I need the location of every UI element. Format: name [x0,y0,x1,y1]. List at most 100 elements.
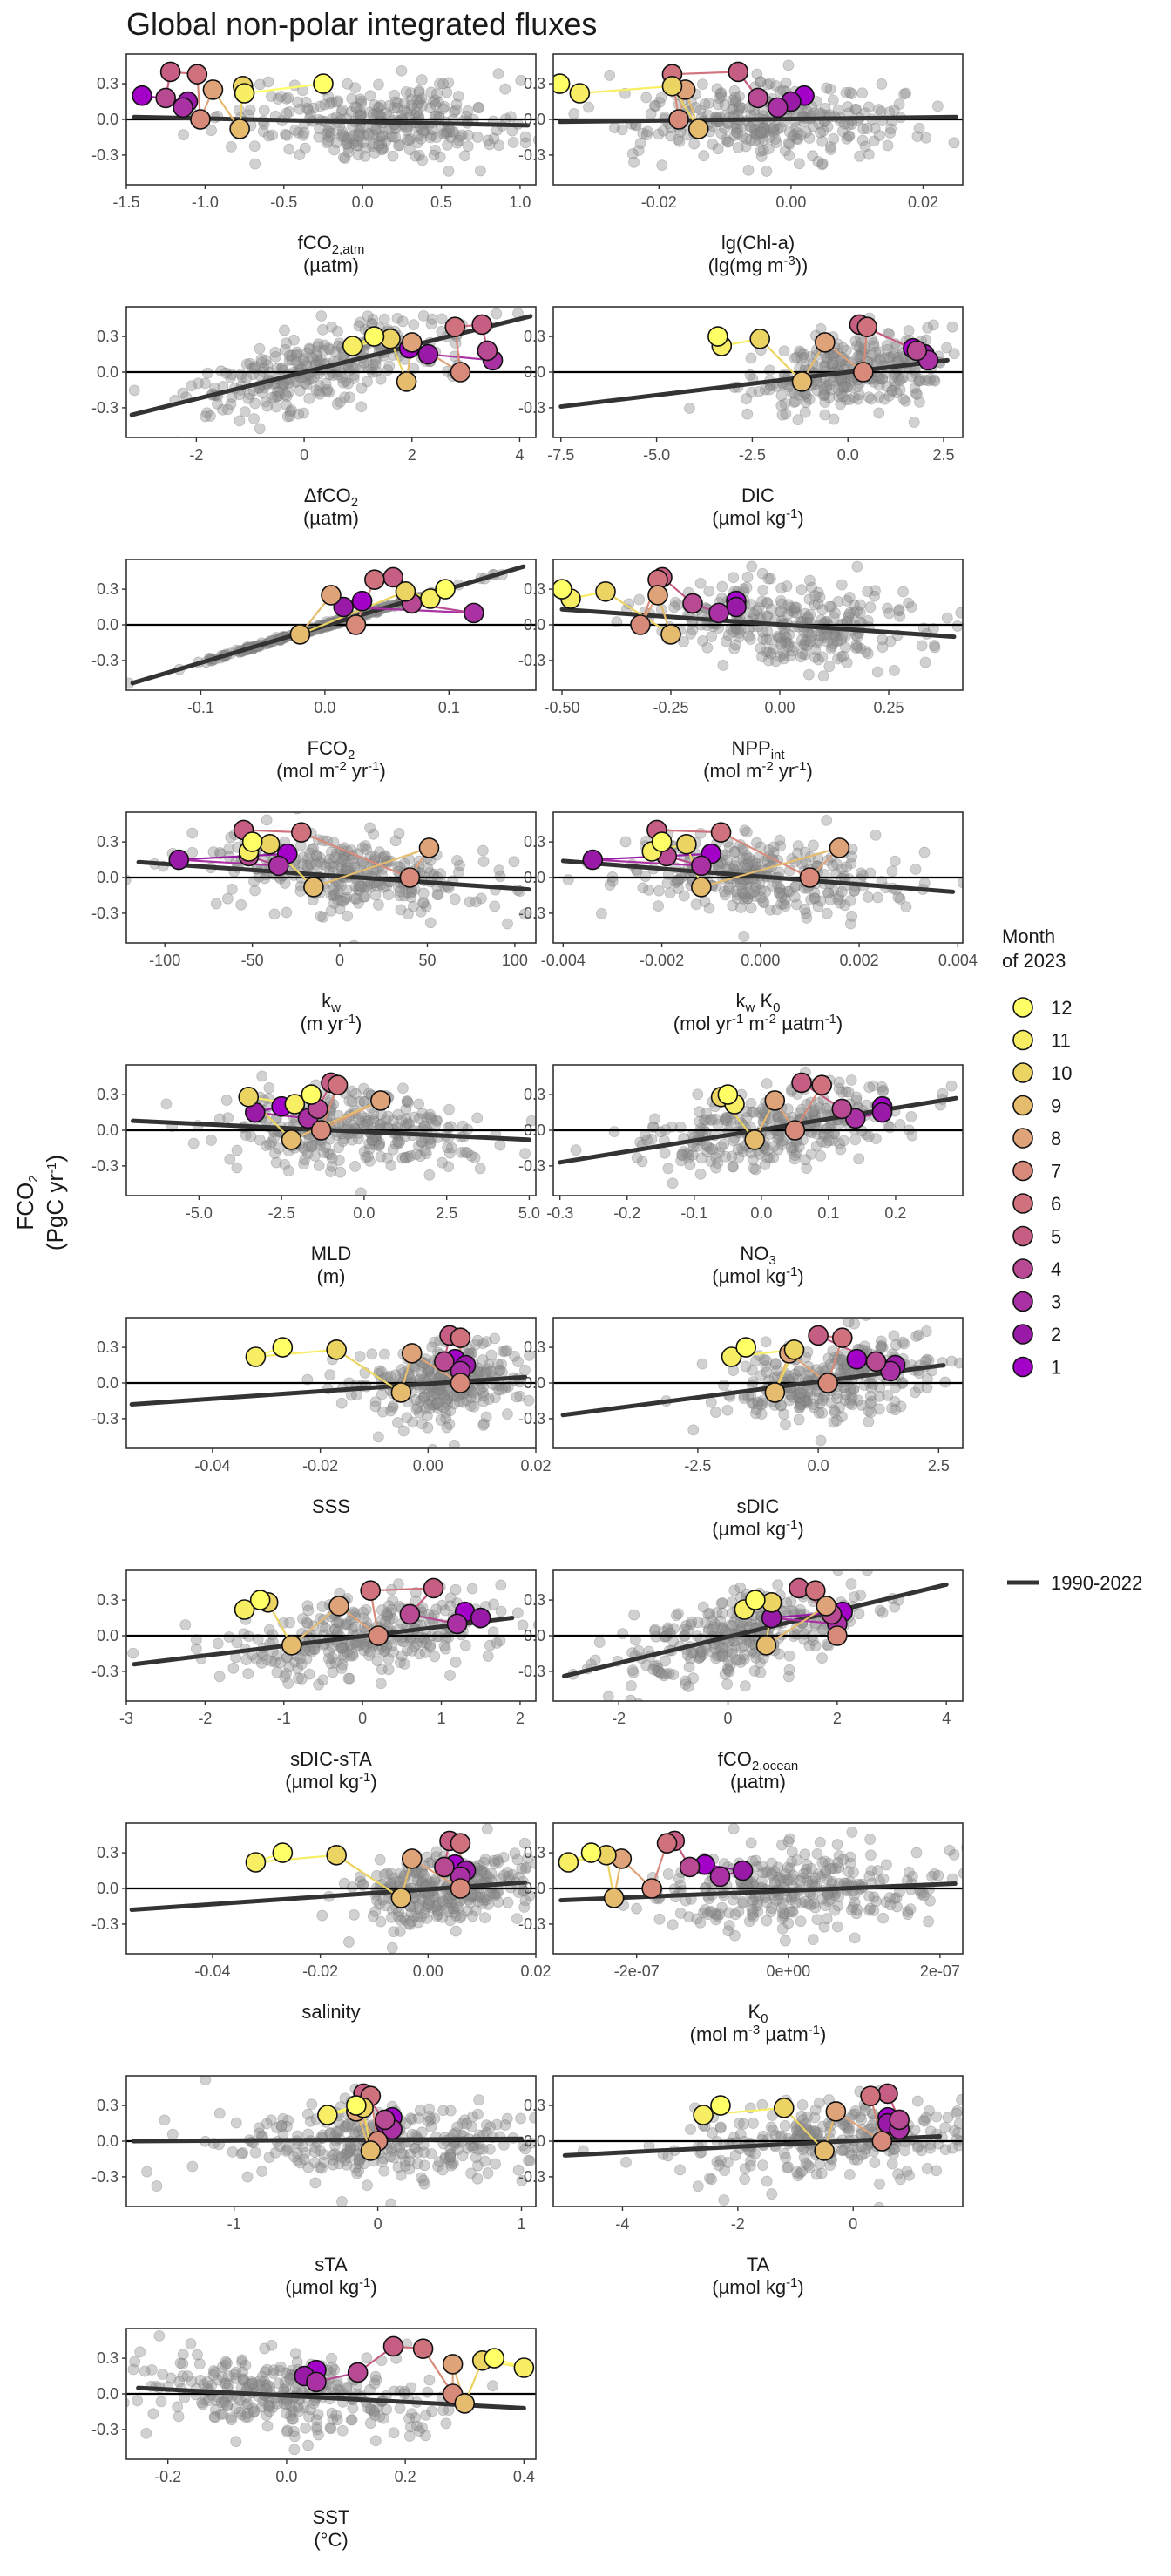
historical-point [849,642,862,654]
historical-point [769,1359,782,1371]
historical-point [906,1129,918,1142]
x-tick-label: 0.004 [938,952,978,969]
month-points [132,61,334,139]
historical-point [761,1144,774,1156]
historical-point [217,403,228,416]
historical-point [913,1329,924,1341]
historical-point [449,893,461,905]
historical-point [256,1070,268,1082]
historical-point [818,383,830,395]
historical-point [415,1395,426,1407]
historical-point [851,340,863,352]
historical-point [388,1646,399,1658]
historical-point [426,1399,438,1410]
historical-point [792,133,804,146]
historical-point [247,363,259,374]
historical-point [428,149,440,161]
historical-point [863,1405,875,1417]
historical-point [905,601,917,613]
historical-point [816,1652,828,1664]
historical-point [854,599,866,611]
historical-point [708,1621,720,1633]
historical-point [828,132,840,145]
historical-point [823,600,836,613]
historical-point [354,1351,366,1362]
historical-point [347,362,359,374]
month-point-4 [748,87,768,109]
historical-point [910,367,921,379]
historical-point [441,126,453,139]
historical-point [772,1110,784,1122]
x-tick-label: 0.0 [352,193,374,211]
historical-point [816,1407,828,1419]
historical-point [417,897,430,909]
historical-point [778,650,790,662]
historical-point [457,1396,470,1408]
historical-point [179,1619,192,1630]
historical-point [210,898,222,910]
historical-point [226,140,237,153]
historical-point [841,132,853,145]
historical-point [787,131,799,143]
historical-point [747,1397,759,1409]
historical-point [747,1376,759,1387]
historical-point [736,131,748,143]
month-point-6 [186,64,208,85]
historical-point [774,883,786,895]
historical-point [978,1360,988,1371]
historical-point [789,396,802,408]
month-segment [592,858,701,867]
historical-point [290,348,302,360]
x-axis-label: NPPint [731,737,785,763]
historical-point [860,646,872,658]
historical-point [809,651,821,663]
historical-point [834,897,846,909]
historical-point [687,1672,699,1684]
historical-point [929,375,941,387]
historical-point [477,1395,490,1407]
historical-point [741,581,753,593]
historical-point [477,1390,490,1402]
month-point-7 [668,109,689,130]
month-points [245,1325,477,1403]
historical-point [719,123,730,134]
historical-point [329,1657,342,1669]
historical-point [786,387,798,399]
historical-point [862,614,874,627]
historical-point [298,126,310,139]
historical-point [439,1643,451,1655]
historical-point [841,594,853,607]
historical-point [860,1129,872,1141]
historical-point [285,404,297,416]
month-point-6 [856,316,877,337]
historical-point [841,657,853,668]
historical-point [818,1362,829,1374]
historical-point [789,601,801,613]
historical-point [789,891,801,903]
historical-point [186,827,199,839]
x-axis-unit: (µatm) [303,507,359,529]
historical-point [248,876,260,887]
historical-point [319,98,331,111]
historical-point [302,1604,315,1617]
historical-point [358,1644,370,1657]
historical-point [801,1163,813,1175]
historical-point [383,1614,396,1626]
historical-point [793,1365,805,1377]
historical-point [795,651,807,663]
historical-point [186,846,199,858]
historical-point [985,345,995,356]
historical-point [721,136,734,148]
historical-point [785,605,797,617]
historical-point [352,883,364,895]
x-tick-label: -5.0 [643,446,670,464]
historical-point [326,1160,338,1172]
historical-point [344,1650,356,1662]
historical-point [348,132,360,144]
historical-point [822,887,835,899]
historical-point [538,96,548,106]
historical-point [822,1352,835,1365]
historical-point [391,102,403,114]
historical-point [782,599,795,611]
